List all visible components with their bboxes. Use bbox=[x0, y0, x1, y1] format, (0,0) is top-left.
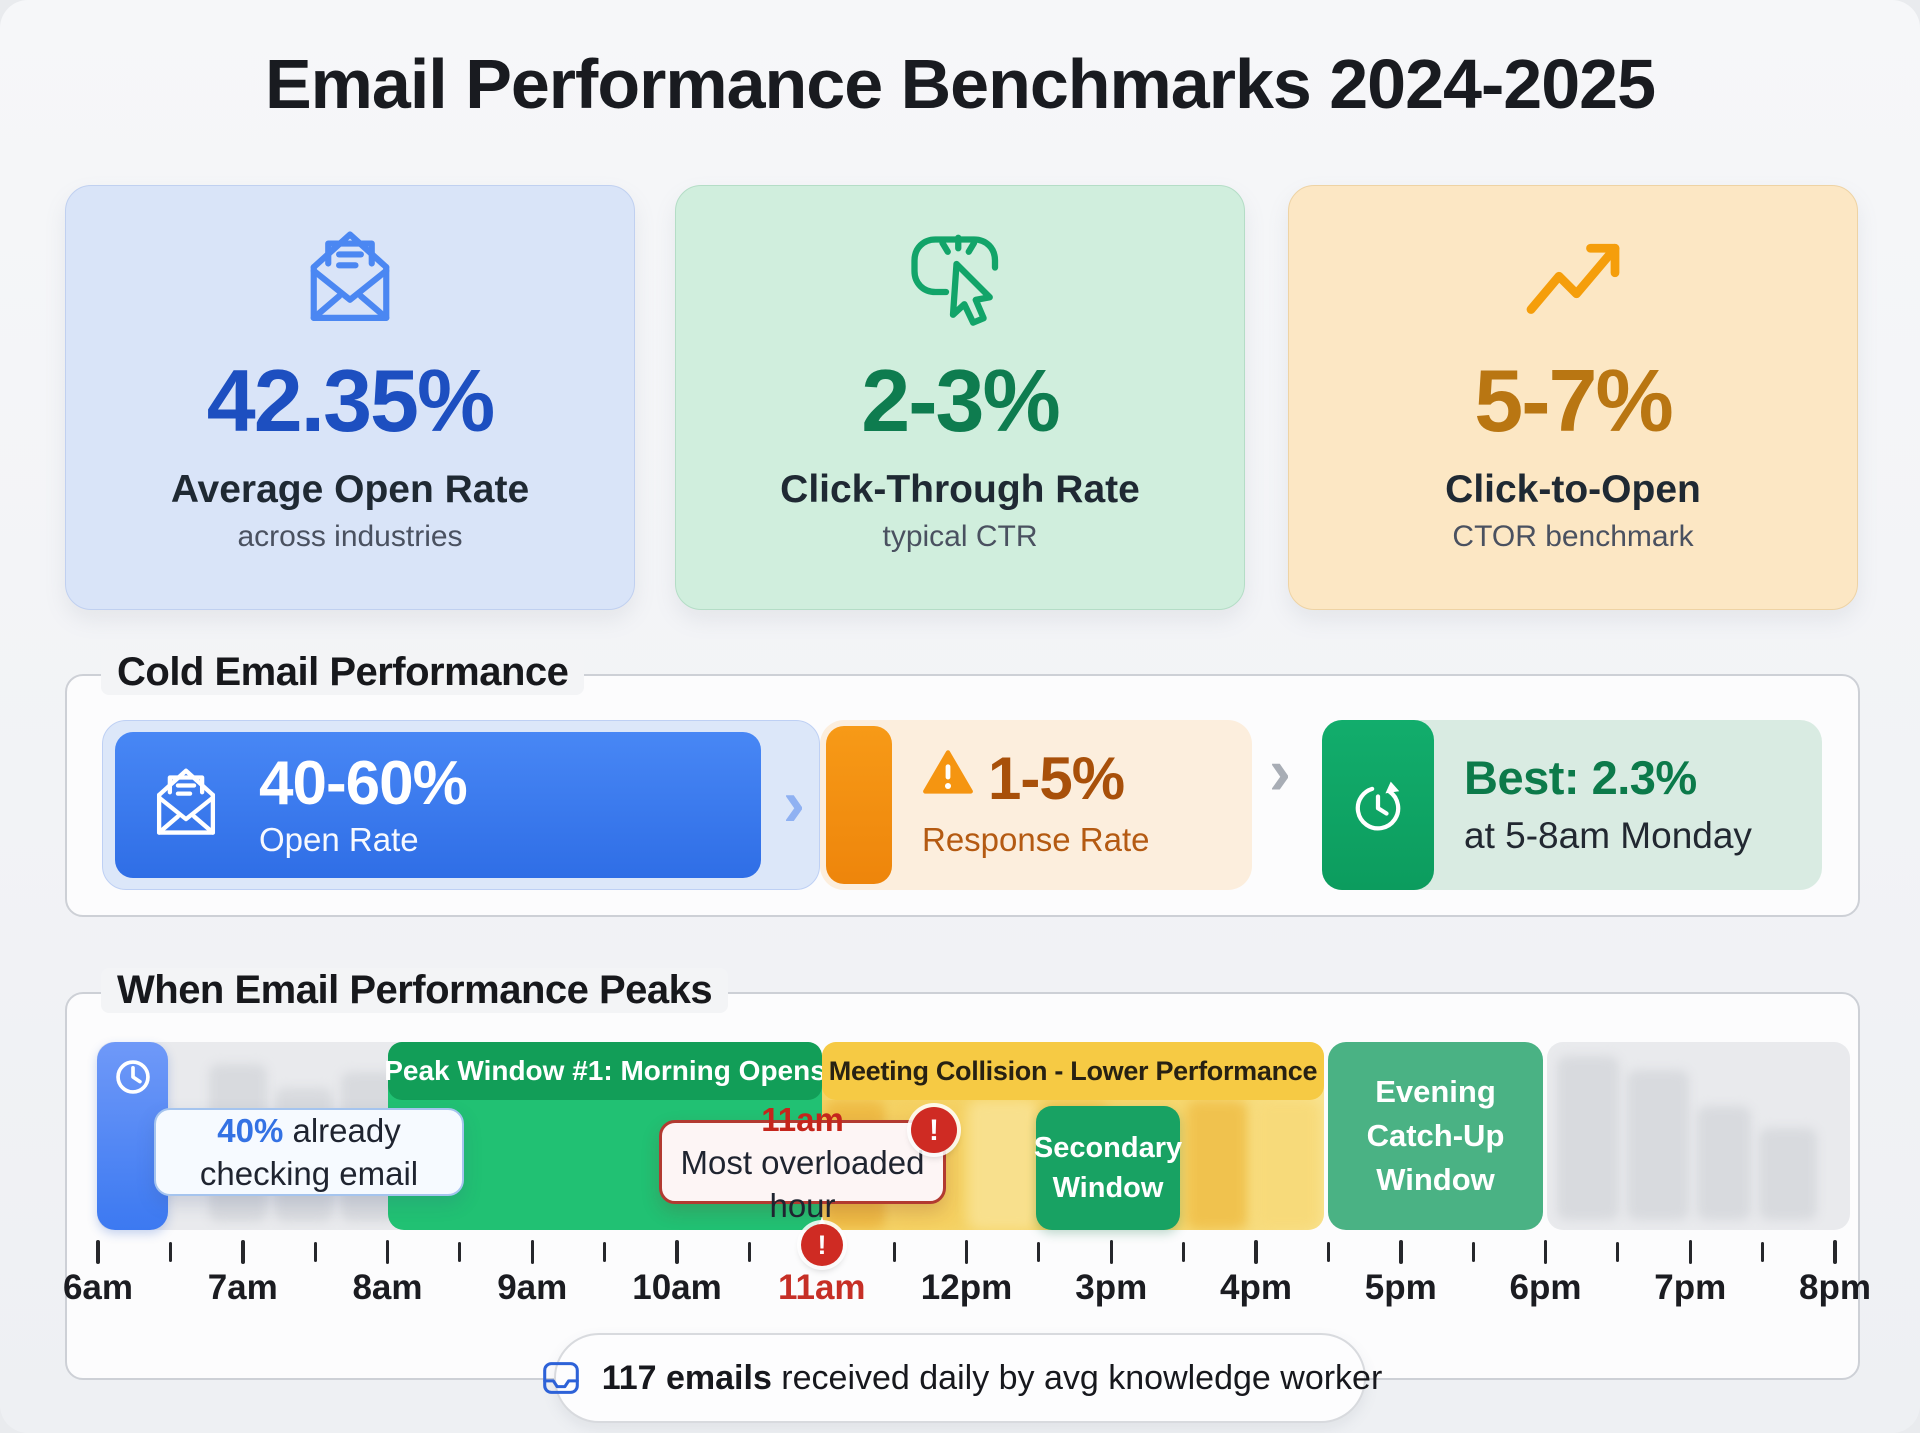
axis-tick-minor bbox=[1616, 1242, 1620, 1262]
ctr-sublabel: typical CTR bbox=[882, 520, 1038, 553]
secondary-window-label-line1: Secondary bbox=[1033, 1132, 1183, 1164]
evening-window-label-line2: Catch-Up bbox=[1366, 1118, 1505, 1153]
axis-label: 12pm bbox=[920, 1268, 1013, 1307]
axis-tick-minor bbox=[1182, 1242, 1186, 1262]
meeting-collision-label: Meeting Collision - Lower Performance bbox=[822, 1042, 1324, 1100]
cold-best-label: at 5-8am Monday bbox=[1464, 815, 1752, 856]
overload-text: Most overloaded hour bbox=[680, 1143, 925, 1224]
secondary-window-block: Secondary Window bbox=[1033, 1106, 1183, 1230]
cold-response-rate-container: 1-5% Response Rate bbox=[820, 720, 1252, 890]
cold-open-rate-container: 40-60% Open Rate › bbox=[102, 720, 820, 890]
axis-tick-minor bbox=[458, 1242, 462, 1262]
clock-icon bbox=[110, 1054, 156, 1230]
axis-tick-major bbox=[1688, 1240, 1692, 1264]
peaks-section: When Email Performance Peaks Peak Window… bbox=[62, 968, 1871, 1380]
axis-tick-major bbox=[530, 1240, 534, 1264]
open-rate-label: Average Open Rate bbox=[170, 468, 530, 511]
axis-tick-major bbox=[675, 1240, 679, 1264]
axis-tick-minor bbox=[892, 1242, 896, 1262]
axis-label: 7am bbox=[207, 1268, 278, 1307]
cold-response-rate-label: Response Rate bbox=[922, 821, 1150, 858]
chevron-right-icon: › bbox=[1269, 734, 1291, 808]
daily-emails-pill: 117 emails received daily by avg knowled… bbox=[542, 1333, 1382, 1423]
cursor-click-icon bbox=[904, 220, 1016, 336]
trending-up-icon bbox=[1517, 220, 1629, 336]
warning-icon bbox=[922, 744, 974, 813]
axis-tick-minor bbox=[1471, 1242, 1475, 1262]
axis-tick-major bbox=[1399, 1240, 1403, 1264]
axis-tick-major bbox=[1109, 1240, 1113, 1264]
axis-tick-minor bbox=[1326, 1242, 1330, 1262]
axis-label: 9am bbox=[497, 1268, 568, 1307]
cold-best-value: Best: 2.3% bbox=[1464, 751, 1697, 804]
cold-email-section-title: Cold Email Performance bbox=[101, 650, 585, 695]
secondary-window-label-line2: Window bbox=[1052, 1172, 1164, 1204]
page-title: Email Performance Benchmarks 2024-2025 bbox=[264, 45, 1656, 123]
overload-time: 11am bbox=[761, 1100, 844, 1138]
stat-card-open-rate: 42.35% Average Open Rate across industri… bbox=[65, 185, 635, 610]
ctor-value: 5-7% bbox=[1474, 351, 1673, 450]
axis-label: 6am bbox=[62, 1268, 134, 1307]
stat-card-ctr: 2-3% Click-Through Rate typical CTR bbox=[675, 185, 1245, 610]
stat-card-ctor: 5-7% Click-to-Open CTOR benchmark bbox=[1288, 185, 1858, 610]
alert-badge-icon: ! bbox=[911, 1107, 957, 1153]
morning-checking-callout: 40% already checking email bbox=[154, 1108, 464, 1196]
open-rate-value: 42.35% bbox=[206, 351, 495, 450]
cold-email-section: Cold Email Performance 40-60% Open Rate … bbox=[65, 650, 1860, 917]
axis-tick-minor bbox=[313, 1242, 317, 1262]
overload-callout: 11am Most overloaded hour ! bbox=[659, 1101, 957, 1224]
ctor-label: Click-to-Open bbox=[1445, 468, 1701, 511]
ctor-sublabel: CTOR benchmark bbox=[1452, 520, 1694, 553]
cold-response-rate-value: 1-5% bbox=[988, 745, 1125, 812]
open-envelope-icon bbox=[143, 760, 229, 851]
axis-tick-minor bbox=[603, 1242, 607, 1262]
daily-emails-text: received daily by avg knowledge worker bbox=[771, 1358, 1383, 1397]
morning-checking-rest: already bbox=[283, 1112, 401, 1149]
evening-window-block: Evening Catch-Up Window bbox=[1328, 1042, 1543, 1230]
axis-tick-minor bbox=[1037, 1242, 1041, 1262]
axis-tick-major bbox=[1254, 1240, 1258, 1264]
axis-tick-major bbox=[96, 1240, 100, 1264]
chevron-right-icon: › bbox=[783, 765, 805, 840]
axis-tick-major bbox=[1833, 1240, 1837, 1264]
cold-open-rate-pill: 40-60% Open Rate bbox=[115, 732, 761, 878]
axis-tick-major bbox=[385, 1240, 390, 1264]
axis-label: 4pm bbox=[1220, 1268, 1292, 1307]
axis-label: 6pm bbox=[1509, 1268, 1582, 1307]
clock-refresh-icon bbox=[1322, 720, 1434, 890]
timeline-gray-track-late bbox=[1547, 1042, 1850, 1230]
axis-tick-major bbox=[964, 1240, 969, 1264]
evening-window-label-line1: Evening bbox=[1375, 1074, 1496, 1109]
axis-tick-major bbox=[241, 1240, 245, 1264]
axis-label: 3pm bbox=[1075, 1268, 1148, 1307]
axis-tick-minor bbox=[747, 1242, 751, 1262]
axis-label: 10am bbox=[632, 1268, 722, 1307]
inbox-icon bbox=[538, 1355, 584, 1401]
morning-checking-line2: checking email bbox=[199, 1155, 419, 1192]
orange-accent-bar bbox=[826, 726, 892, 884]
axis-label: 11am bbox=[777, 1268, 866, 1307]
ctr-value: 2-3% bbox=[861, 351, 1060, 450]
alert-badge-axis-icon: ! bbox=[801, 1224, 843, 1266]
axis-tick-minor bbox=[168, 1242, 172, 1262]
axis-label: 8am bbox=[352, 1268, 423, 1307]
open-envelope-icon bbox=[292, 220, 408, 336]
cold-open-rate-value: 40-60% bbox=[259, 749, 468, 819]
daily-emails-count: 117 emails bbox=[601, 1358, 772, 1397]
peaks-section-title: When Email Performance Peaks bbox=[101, 968, 729, 1013]
evening-window-label-line3: Window bbox=[1376, 1162, 1495, 1197]
cold-best-time-container: Best: 2.3% at 5-8am Monday bbox=[1322, 720, 1822, 890]
axis-tick-minor bbox=[1761, 1242, 1765, 1262]
axis-label: 8pm bbox=[1799, 1268, 1871, 1307]
morning-checking-percent: 40% bbox=[217, 1112, 284, 1149]
open-rate-sublabel: across industries bbox=[237, 520, 463, 553]
cold-open-rate-label: Open Rate bbox=[259, 820, 419, 858]
peak-window-1-label: Peak Window #1: Morning Opens bbox=[384, 1042, 826, 1100]
ctr-label: Click-Through Rate bbox=[780, 468, 1140, 511]
axis-tick-major bbox=[1543, 1240, 1548, 1264]
axis-label: 5pm bbox=[1364, 1268, 1437, 1307]
axis-label: 7pm bbox=[1654, 1268, 1727, 1307]
